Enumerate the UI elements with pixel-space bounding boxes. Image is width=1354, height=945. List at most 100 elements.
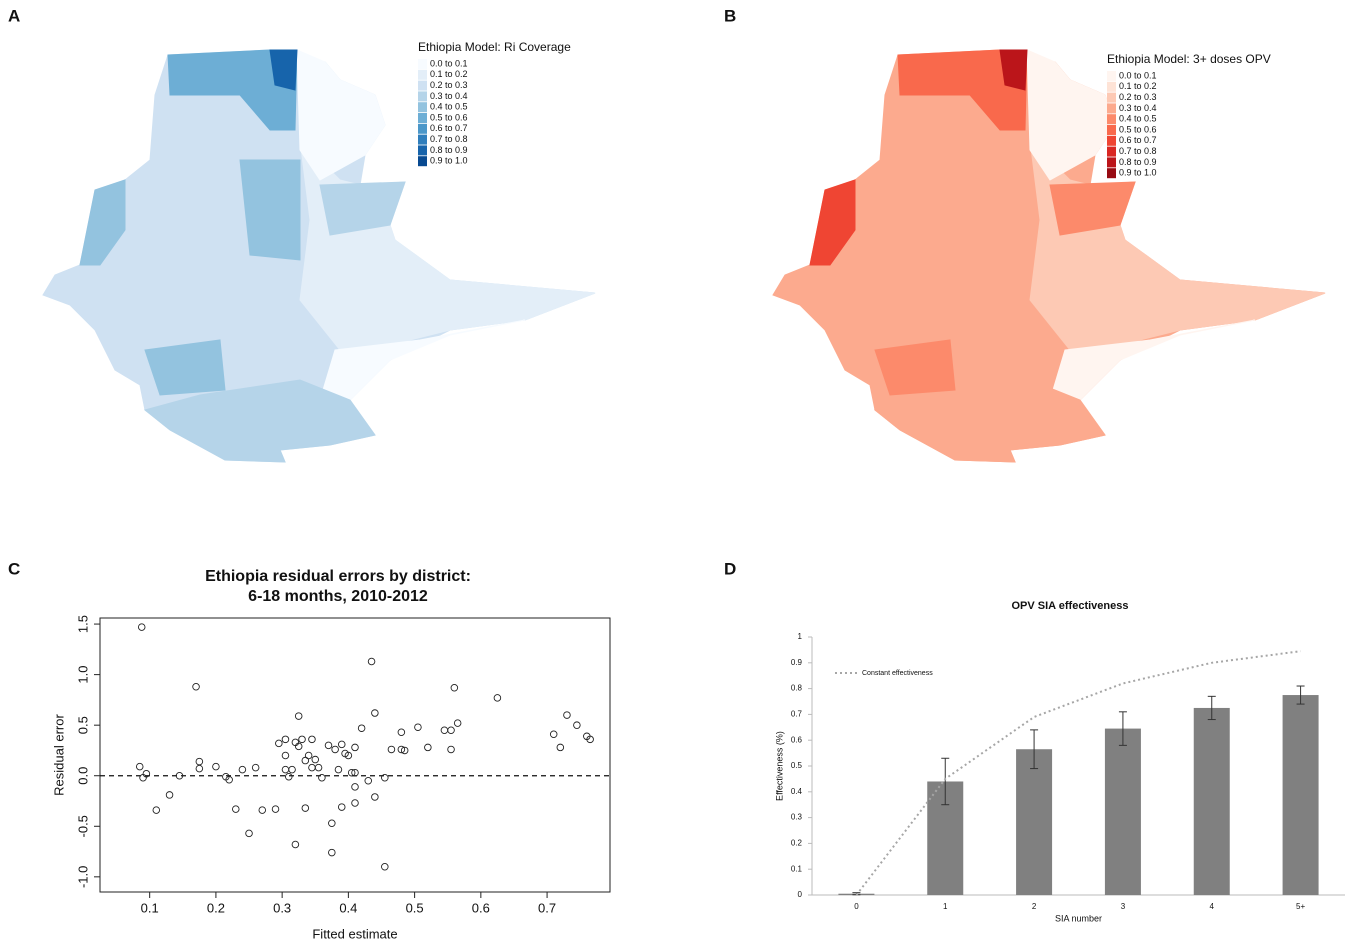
legend-label: 0.3 to 0.4: [430, 91, 468, 101]
scatter-point: [397, 728, 406, 737]
legend-label: 0.5 to 0.6: [1119, 124, 1157, 134]
scatter-point: [351, 768, 359, 777]
scatter-point: [331, 745, 339, 754]
x-axis-label: Fitted estimate: [312, 926, 397, 941]
scatter-point: [271, 805, 280, 813]
scatter-point: [573, 721, 581, 729]
map-region: [873, 379, 1106, 463]
legend-label: 0.0 to 0.1: [430, 58, 468, 68]
scatter-point: [387, 745, 396, 754]
scatter-point: [285, 772, 293, 781]
legend-label: 0.9 to 1.0: [1119, 168, 1157, 178]
y-axis-label: Residual error: [51, 714, 66, 796]
scatter-point: [301, 804, 310, 812]
y-tick-label: 0.8: [791, 684, 803, 693]
legend-label: 0.5 to 0.6: [430, 112, 468, 122]
scatter-point: [367, 657, 376, 666]
scatter-point: [364, 777, 372, 785]
legend-label: 0.9 to 1.0: [430, 156, 468, 166]
scatter-point: [371, 793, 379, 801]
scatter-point: [453, 719, 462, 727]
scatter-point: [344, 751, 353, 760]
x-tick-label: 4: [1210, 902, 1215, 911]
scatter-point: [381, 862, 389, 871]
scatter-point: [137, 623, 146, 631]
scatter-point: [298, 735, 306, 744]
legend-label: 0.2 to 0.3: [430, 80, 468, 90]
legend-swatch: [418, 134, 427, 145]
scatter-point: [347, 768, 356, 777]
x-tick-label: 3: [1121, 902, 1126, 911]
scatter-point: [328, 848, 336, 857]
legend-label: 0.1 to 0.2: [430, 69, 468, 79]
scatter-point: [351, 743, 359, 752]
y-tick-label: 0.5: [791, 761, 803, 770]
legend-swatch: [1107, 92, 1116, 103]
legend-label: 0.7 to 0.8: [430, 134, 468, 144]
legend-swatch: [418, 69, 427, 80]
bar: [1104, 728, 1141, 895]
legend-title: Ethiopia Model: 3+ doses OPV: [1107, 52, 1271, 66]
panel-label: A: [8, 6, 20, 25]
map-region: [296, 49, 386, 181]
x-tick-label: 0.7: [538, 900, 556, 915]
scatter-point: [334, 765, 343, 774]
chart-title: Ethiopia residual errors by district:: [205, 568, 471, 585]
scatter-point: [238, 765, 247, 774]
scatter-point: [351, 783, 359, 791]
panel-label: D: [724, 559, 736, 578]
map-region: [809, 179, 856, 266]
scatter-point: [165, 791, 174, 799]
scatter-point: [281, 765, 290, 774]
y-tick-label: 0.9: [791, 658, 803, 667]
scatter-point: [397, 745, 406, 754]
scatter-point: [314, 763, 323, 772]
scatter-point: [245, 829, 253, 838]
scatter-point: [338, 740, 346, 749]
legend-label: 0.0 to 0.1: [1119, 70, 1157, 80]
y-tick-label: 0.6: [791, 735, 803, 744]
y-tick-label: 0.3: [791, 813, 803, 822]
bar: [1193, 707, 1230, 895]
scatter-point: [152, 806, 161, 814]
map-region: [1026, 49, 1116, 181]
line-series: [855, 650, 1301, 896]
legend-swatch: [1107, 168, 1116, 179]
legend-swatch: [1107, 125, 1116, 135]
scatter-point: [291, 840, 300, 849]
y-tick-label: -0.5: [75, 815, 90, 837]
scatter-point: [288, 765, 296, 774]
legend-swatch: [1107, 71, 1116, 81]
legend-swatch: [1107, 135, 1116, 146]
scatter-point: [447, 726, 455, 734]
legend-swatch: [1107, 81, 1116, 92]
legend-label: Constant effectiveness: [862, 670, 933, 677]
legend-swatch: [1107, 103, 1116, 114]
map-region: [1049, 181, 1136, 236]
legend-label: 0.3 to 0.4: [1119, 103, 1157, 113]
scatter-point: [258, 806, 267, 814]
legend-swatch: [418, 123, 427, 134]
y-tick-label: 0.1: [791, 864, 803, 873]
chart-title: 6-18 months, 2010-2012: [248, 588, 428, 605]
legend-swatch: [418, 113, 427, 123]
legend-label: 0.4 to 0.5: [430, 102, 468, 112]
scatter-point: [563, 711, 571, 719]
scatter-point: [304, 751, 313, 760]
scatter-point: [357, 724, 366, 732]
scatter-point: [440, 726, 449, 734]
map-region: [143, 379, 376, 463]
scatter-point: [251, 763, 260, 772]
scatter-point: [308, 763, 316, 772]
scatter-point: [212, 762, 220, 771]
scatter-point: [381, 773, 389, 782]
scatter-point: [225, 776, 233, 784]
scatter-point: [414, 723, 422, 731]
legend-swatch: [1107, 157, 1116, 168]
scatter-point: [175, 771, 184, 780]
scatter-point: [450, 684, 459, 692]
legend-label: 0.6 to 0.7: [430, 123, 468, 133]
x-tick-label: 0.2: [207, 900, 225, 915]
x-tick-label: 5+: [1296, 902, 1305, 911]
